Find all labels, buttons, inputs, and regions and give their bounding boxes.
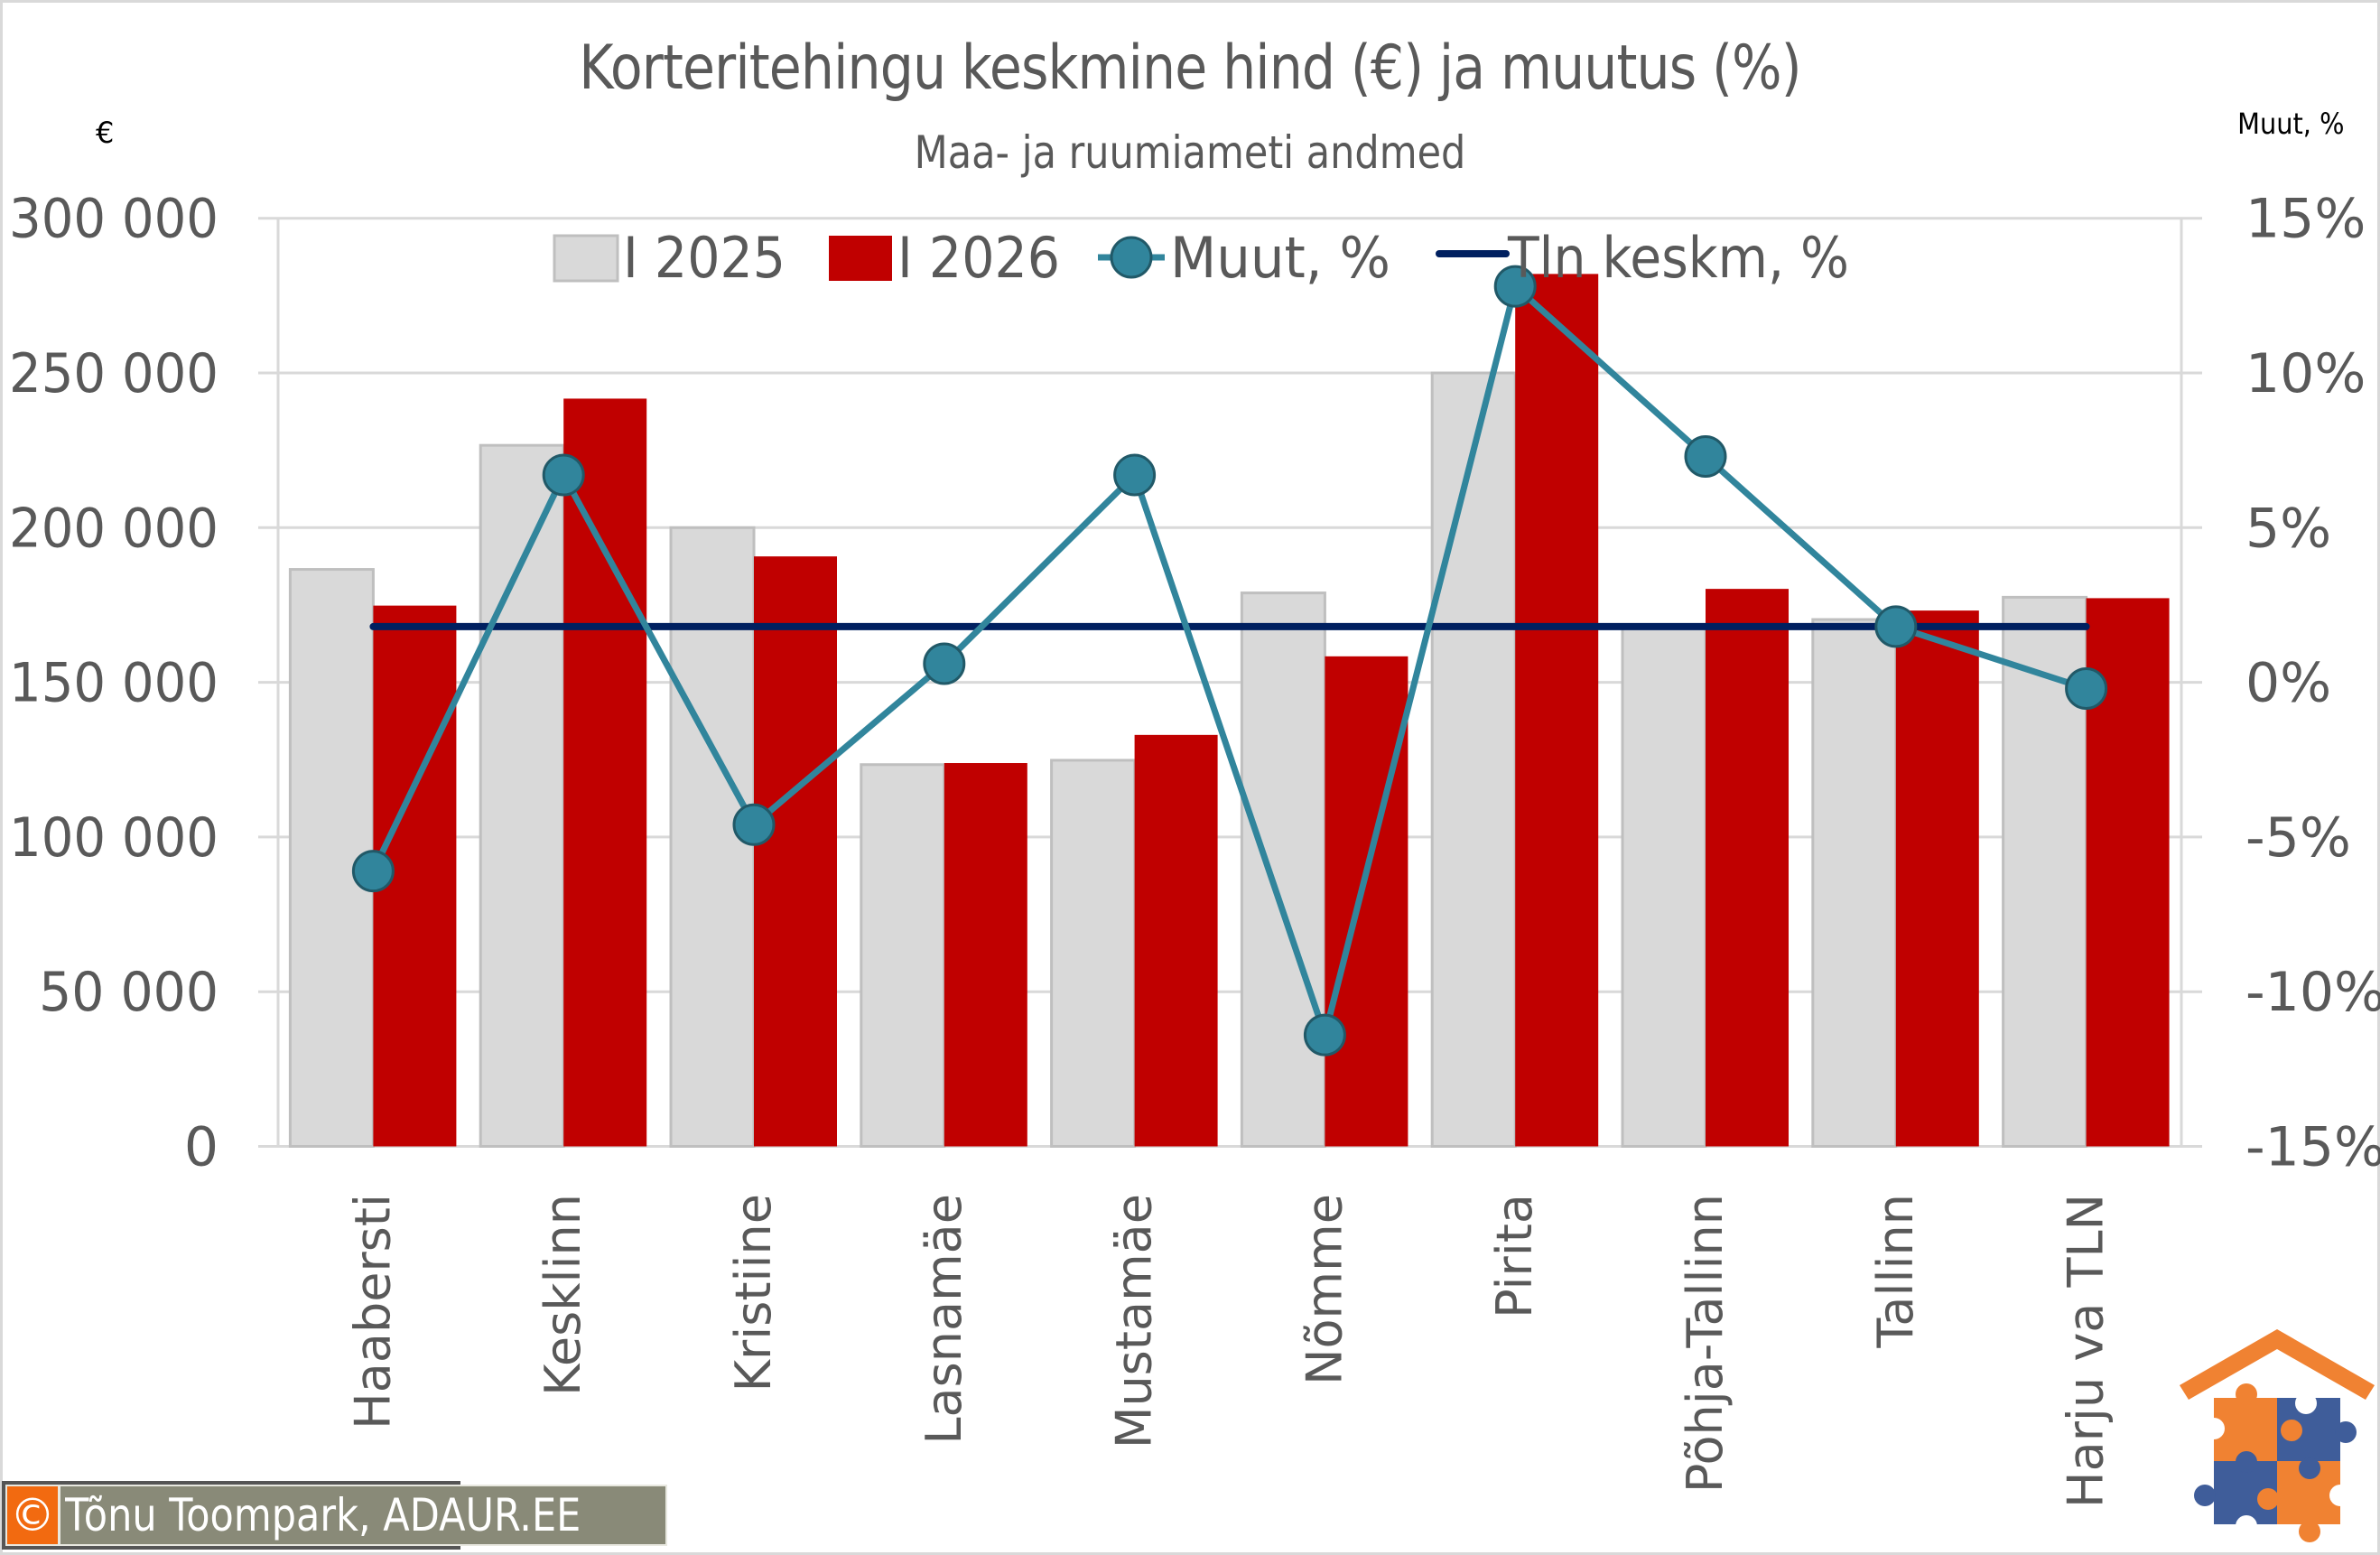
category-label: Põhja-Tallinn <box>1677 1194 1734 1493</box>
muut-marker <box>1303 1013 1346 1057</box>
right-axis-tick-label: -15% <box>2245 1116 2380 1179</box>
left-axis-tick-label: 100 000 <box>9 806 218 870</box>
bar-2026 <box>1325 656 1408 1147</box>
left-axis-tick-label: 0 <box>184 1116 218 1179</box>
copyright-icon: © <box>7 1486 60 1544</box>
bar-2026 <box>1895 610 1979 1147</box>
chart-title: Korteritehingu keskmine hind (€) ja muut… <box>579 33 1801 104</box>
legend-swatch-2025 <box>553 234 619 283</box>
bar-2026 <box>944 763 1027 1147</box>
bar-2025 <box>1811 618 1898 1148</box>
muut-marker <box>542 453 585 497</box>
bar-2026 <box>1515 274 1599 1147</box>
category-labels: Haabersti Kesklinn Kristiine Lasnamäe Mustam… <box>344 1194 2114 1508</box>
legend-swatch-muut-marker <box>1110 236 1153 279</box>
category-label: Nõmme <box>1296 1194 1353 1385</box>
left-axis-tick-label: 150 000 <box>9 652 218 715</box>
bar-2025 <box>860 763 946 1149</box>
bar-2026 <box>1706 589 1789 1147</box>
muut-marker <box>923 642 966 685</box>
bar-2025 <box>1240 591 1326 1148</box>
right-axis-tick-label: 5% <box>2245 497 2331 560</box>
legend-label-2025: I 2025 <box>623 225 786 291</box>
legend-label-muut: Muut, % <box>1170 225 1390 291</box>
copyright-badge: © Tõnu Toompark, ADAUR.EE <box>2 1481 668 1550</box>
muut-marker <box>351 850 395 893</box>
bar-2026 <box>1134 734 1218 1147</box>
right-axis-tick-label: 10% <box>2245 342 2366 405</box>
right-axis-tick-label: 15% <box>2245 188 2366 251</box>
category-label: Kristiine <box>725 1194 782 1392</box>
muut-marker <box>1684 435 1727 479</box>
muut-marker <box>1874 605 1918 648</box>
right-axis-tick-label: -10% <box>2245 961 2380 1024</box>
category-label: Kesklinn <box>535 1194 591 1396</box>
bar-2025 <box>1430 371 1517 1148</box>
category-label: Tallinn <box>1867 1194 1924 1349</box>
bar-2025 <box>669 526 756 1148</box>
right-axis-tick-label: 0% <box>2245 652 2331 715</box>
category-label: Haabersti <box>344 1194 401 1429</box>
left-axis-tick-label: 200 000 <box>9 497 218 560</box>
right-axis-unit: Muut, % <box>2236 107 2344 141</box>
category-label: Mustamäe <box>1106 1194 1163 1448</box>
legend-label-2026: I 2026 <box>897 225 1060 291</box>
bar-series <box>288 274 2170 1149</box>
left-axis-tick-label: 250 000 <box>9 342 218 405</box>
category-label: Harju va TLN <box>2058 1194 2115 1508</box>
left-axis-ticks: 0 50 000 100 000 150 000 200 000 250 000 300 0… <box>9 188 218 1179</box>
legend-swatch-2026 <box>829 236 892 281</box>
bar-2026 <box>754 556 837 1147</box>
copyright-text: Tõnu Toompark, ADAUR.EE <box>65 1489 581 1541</box>
legend: I 2025 I 2026 Muut, % Tln keskm, % <box>553 225 1849 291</box>
muut-marker <box>732 803 776 846</box>
category-label: Pirita <box>1486 1194 1543 1318</box>
legend-label-tln: Tln keskm, % <box>1507 225 1849 291</box>
bar-2025 <box>1621 627 1707 1148</box>
left-axis-tick-label: 50 000 <box>39 961 218 1024</box>
muut-line-series <box>351 265 2108 1057</box>
house-puzzle-logo-icon <box>2180 1329 2375 1542</box>
chart-subtitle: Maa- ja ruumiameti andmed <box>914 126 1466 179</box>
category-label: Lasnamäe <box>916 1194 972 1445</box>
muut-marker <box>2065 666 2108 710</box>
axes <box>276 218 2183 1147</box>
left-axis-unit: € <box>96 116 115 150</box>
right-axis-tick-label: -5% <box>2245 806 2351 870</box>
muut-marker <box>1493 265 1537 308</box>
bar-2026 <box>563 398 647 1147</box>
right-axis-ticks: -15% -10% -5% 0% 5% 10% 15% <box>2245 188 2380 1179</box>
bar-2025 <box>479 443 565 1148</box>
muut-line-path <box>370 283 2087 1038</box>
muut-marker <box>1113 453 1157 497</box>
left-axis-tick-label: 300 000 <box>9 188 218 251</box>
bar-2025 <box>1050 759 1137 1148</box>
